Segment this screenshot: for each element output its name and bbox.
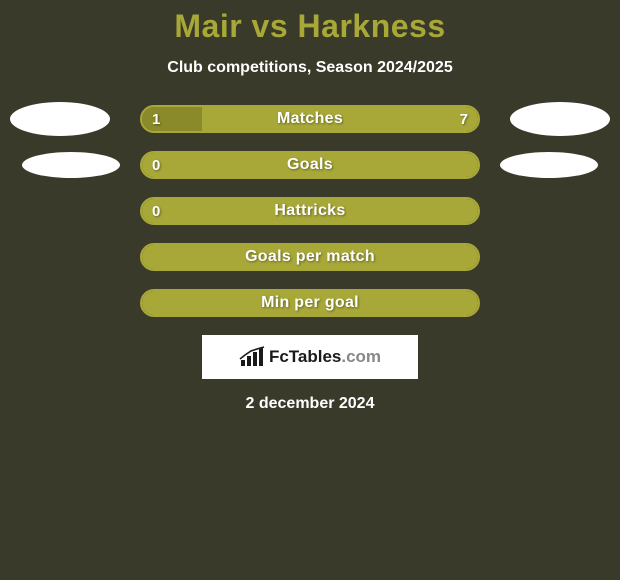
stat-bar: Min per goal — [140, 289, 480, 317]
stat-row: 0Hattricks — [0, 197, 620, 225]
comparison-widget: Mair vs Harkness Club competitions, Seas… — [0, 0, 620, 413]
player-avatar-right — [500, 152, 598, 178]
stat-label: Matches — [142, 110, 478, 128]
logo-inner: FcTables.com — [239, 346, 381, 368]
player-avatar-left — [10, 102, 110, 136]
subtitle: Club competitions, Season 2024/2025 — [0, 59, 620, 77]
stat-bar: 0Hattricks — [140, 197, 480, 225]
player-avatar-right — [510, 102, 610, 136]
stat-bar: 17Matches — [140, 105, 480, 133]
logo-brand: FcTables — [269, 347, 341, 366]
stat-bar: Goals per match — [140, 243, 480, 271]
stat-label: Hattricks — [142, 202, 478, 220]
stats-list: 17Matches 0Goals 0Hattricks Goals per match… — [0, 105, 620, 317]
player-avatar-left — [22, 152, 120, 178]
stat-row: 0Goals — [0, 151, 620, 179]
stat-label: Min per goal — [142, 294, 478, 312]
stat-row: 17Matches — [0, 105, 620, 133]
date: 2 december 2024 — [0, 395, 620, 413]
chart-icon — [239, 346, 265, 368]
logo-box[interactable]: FcTables.com — [202, 335, 418, 379]
stat-label: Goals — [142, 156, 478, 174]
stat-label: Goals per match — [142, 248, 478, 266]
stat-row: Min per goal — [0, 289, 620, 317]
logo-text: FcTables.com — [269, 347, 381, 367]
page-title: Mair vs Harkness — [0, 8, 620, 45]
stat-row: Goals per match — [0, 243, 620, 271]
logo-domain: .com — [341, 347, 381, 366]
stat-bar: 0Goals — [140, 151, 480, 179]
